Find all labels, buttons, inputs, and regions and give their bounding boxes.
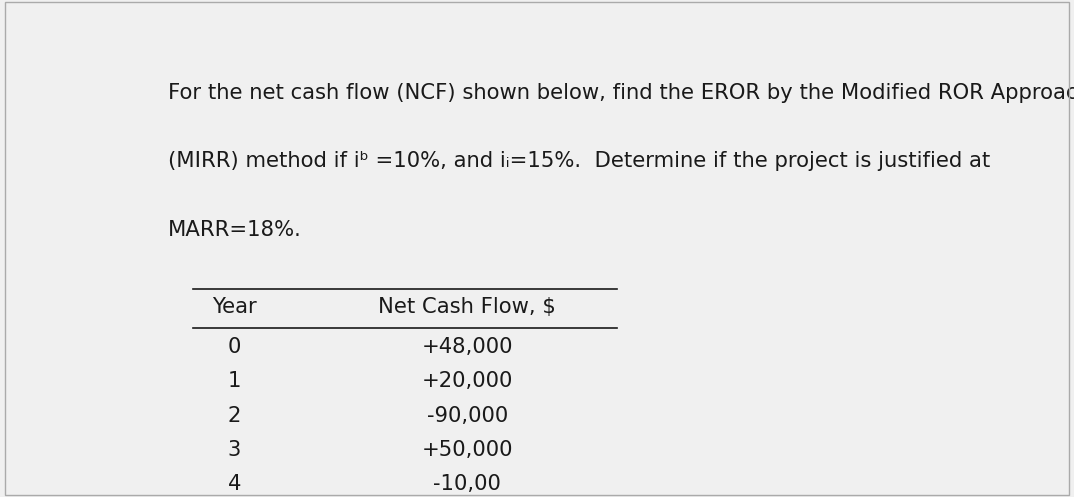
Text: For the net cash flow (NCF) shown below, find the EROR by the Modified ROR Appro: For the net cash flow (NCF) shown below,… [168,83,1074,102]
Text: 1: 1 [228,371,241,391]
Text: +50,000: +50,000 [421,440,513,460]
Text: MARR=18%.: MARR=18%. [168,220,302,241]
Text: +48,000: +48,000 [421,336,513,357]
Text: 4: 4 [228,475,241,495]
Text: 0: 0 [228,336,241,357]
Text: -10,00: -10,00 [433,475,502,495]
Text: +20,000: +20,000 [421,371,513,391]
Text: 3: 3 [228,440,241,460]
Text: Net Cash Flow, $: Net Cash Flow, $ [378,297,556,317]
Text: (MIRR) method if iᵇ =10%, and iᵢ=15%.  Determine if the project is justified at: (MIRR) method if iᵇ =10%, and iᵢ=15%. De… [168,152,990,171]
Text: Year: Year [212,297,257,317]
Text: -90,000: -90,000 [426,406,508,425]
Text: 2: 2 [228,406,241,425]
